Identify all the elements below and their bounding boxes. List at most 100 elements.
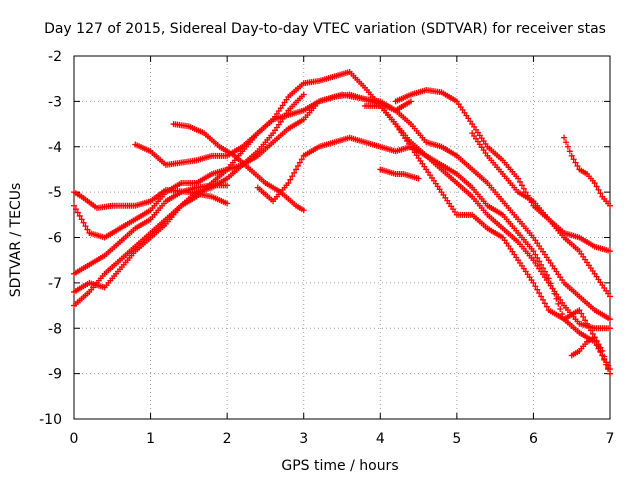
series-arc-6 [132, 91, 613, 323]
data-point [538, 293, 545, 300]
data-point [564, 143, 571, 150]
data-point [300, 207, 307, 214]
data-point [591, 180, 598, 187]
data-point [530, 248, 537, 255]
x-axis-label: GPS time / hours [281, 458, 398, 474]
ticks: 0 1 2 3 4 5 6 7 -10 -9 -8 -7 -6 -5 -4 -3 -2 [39, 49, 614, 447]
data-point [285, 180, 292, 187]
y-tick-label: -5 [48, 185, 62, 201]
data-point [603, 359, 610, 366]
x-tick-label: 7 [606, 431, 615, 447]
data-point [607, 325, 613, 332]
series-arc-14 [568, 334, 613, 377]
x-tick-label: 3 [299, 431, 308, 447]
data-point [76, 212, 83, 219]
data-point [72, 206, 79, 213]
y-tick-label: -4 [48, 140, 62, 156]
x-tick-label: 2 [223, 431, 232, 447]
x-tick-label: 0 [70, 431, 79, 447]
data-point [555, 300, 562, 307]
data-point [601, 353, 608, 360]
data-point [568, 152, 575, 159]
data-point [597, 190, 604, 197]
chart-title: Day 127 of 2015, Sidereal Day-to-day VTE… [44, 21, 606, 37]
data-point [407, 98, 414, 105]
data-point [298, 156, 305, 163]
data-point [580, 313, 587, 320]
data-point [534, 286, 541, 293]
data-point [536, 290, 543, 297]
x-tick-label: 1 [146, 431, 155, 447]
data-point [599, 347, 606, 354]
data-point [607, 316, 613, 323]
series-arc-13 [561, 134, 613, 209]
data-point [578, 310, 585, 317]
series-arc-7 [170, 121, 307, 214]
series-arc-2 [71, 91, 414, 241]
data-point [515, 175, 522, 182]
data-point [224, 182, 231, 189]
data-point [300, 91, 307, 98]
data-point [566, 148, 573, 155]
x-tick-label: 6 [529, 431, 538, 447]
data-point [518, 182, 525, 189]
data-point [71, 202, 77, 209]
grid [74, 56, 610, 419]
data-point [582, 317, 589, 324]
series-arc-10 [392, 87, 613, 255]
series-arc-11 [377, 166, 422, 182]
data-point [593, 183, 600, 190]
series-arc-9 [361, 102, 613, 373]
data-point [296, 159, 303, 166]
y-tick-label: -3 [48, 94, 62, 110]
data-point [534, 254, 541, 261]
y-tick-label: -8 [48, 321, 62, 337]
data-point [595, 341, 602, 348]
data-point [574, 163, 581, 170]
data-point [540, 296, 546, 303]
series-arc-12 [469, 130, 613, 300]
data-point [561, 134, 568, 141]
data-point [224, 200, 231, 207]
data-point [415, 175, 422, 182]
data-points [71, 68, 613, 377]
data-point [287, 176, 294, 183]
data-point [74, 209, 81, 216]
data-point [607, 370, 613, 377]
data-point [536, 258, 543, 265]
data-point [294, 163, 301, 170]
data-point [543, 303, 550, 310]
data-point [572, 159, 579, 166]
data-point [605, 364, 612, 371]
data-point [541, 300, 548, 307]
data-point [82, 223, 89, 230]
data-point [595, 186, 602, 193]
data-point [291, 169, 298, 176]
data-point [520, 185, 527, 192]
y-tick-label: -10 [39, 412, 62, 428]
data-point [78, 216, 85, 223]
data-point [538, 261, 545, 268]
data-point [80, 219, 87, 226]
y-tick-label: -7 [48, 276, 62, 292]
data-point [562, 139, 569, 146]
x-tick-label: 4 [376, 431, 385, 447]
data-point [576, 307, 583, 314]
series-arc-5 [71, 68, 613, 377]
data-point [593, 337, 600, 344]
data-point [597, 344, 604, 351]
data-point [293, 166, 300, 173]
data-point [532, 283, 539, 290]
data-point [607, 202, 613, 209]
x-tick-label: 5 [452, 431, 461, 447]
data-point [607, 293, 613, 300]
data-point [532, 251, 539, 258]
y-tick-label: -2 [48, 49, 62, 65]
data-point [84, 226, 91, 233]
data-point [530, 279, 537, 286]
series-arc-8 [254, 134, 613, 332]
data-point [557, 305, 564, 312]
y-tick-label: -9 [48, 367, 62, 383]
data-point [289, 173, 296, 180]
